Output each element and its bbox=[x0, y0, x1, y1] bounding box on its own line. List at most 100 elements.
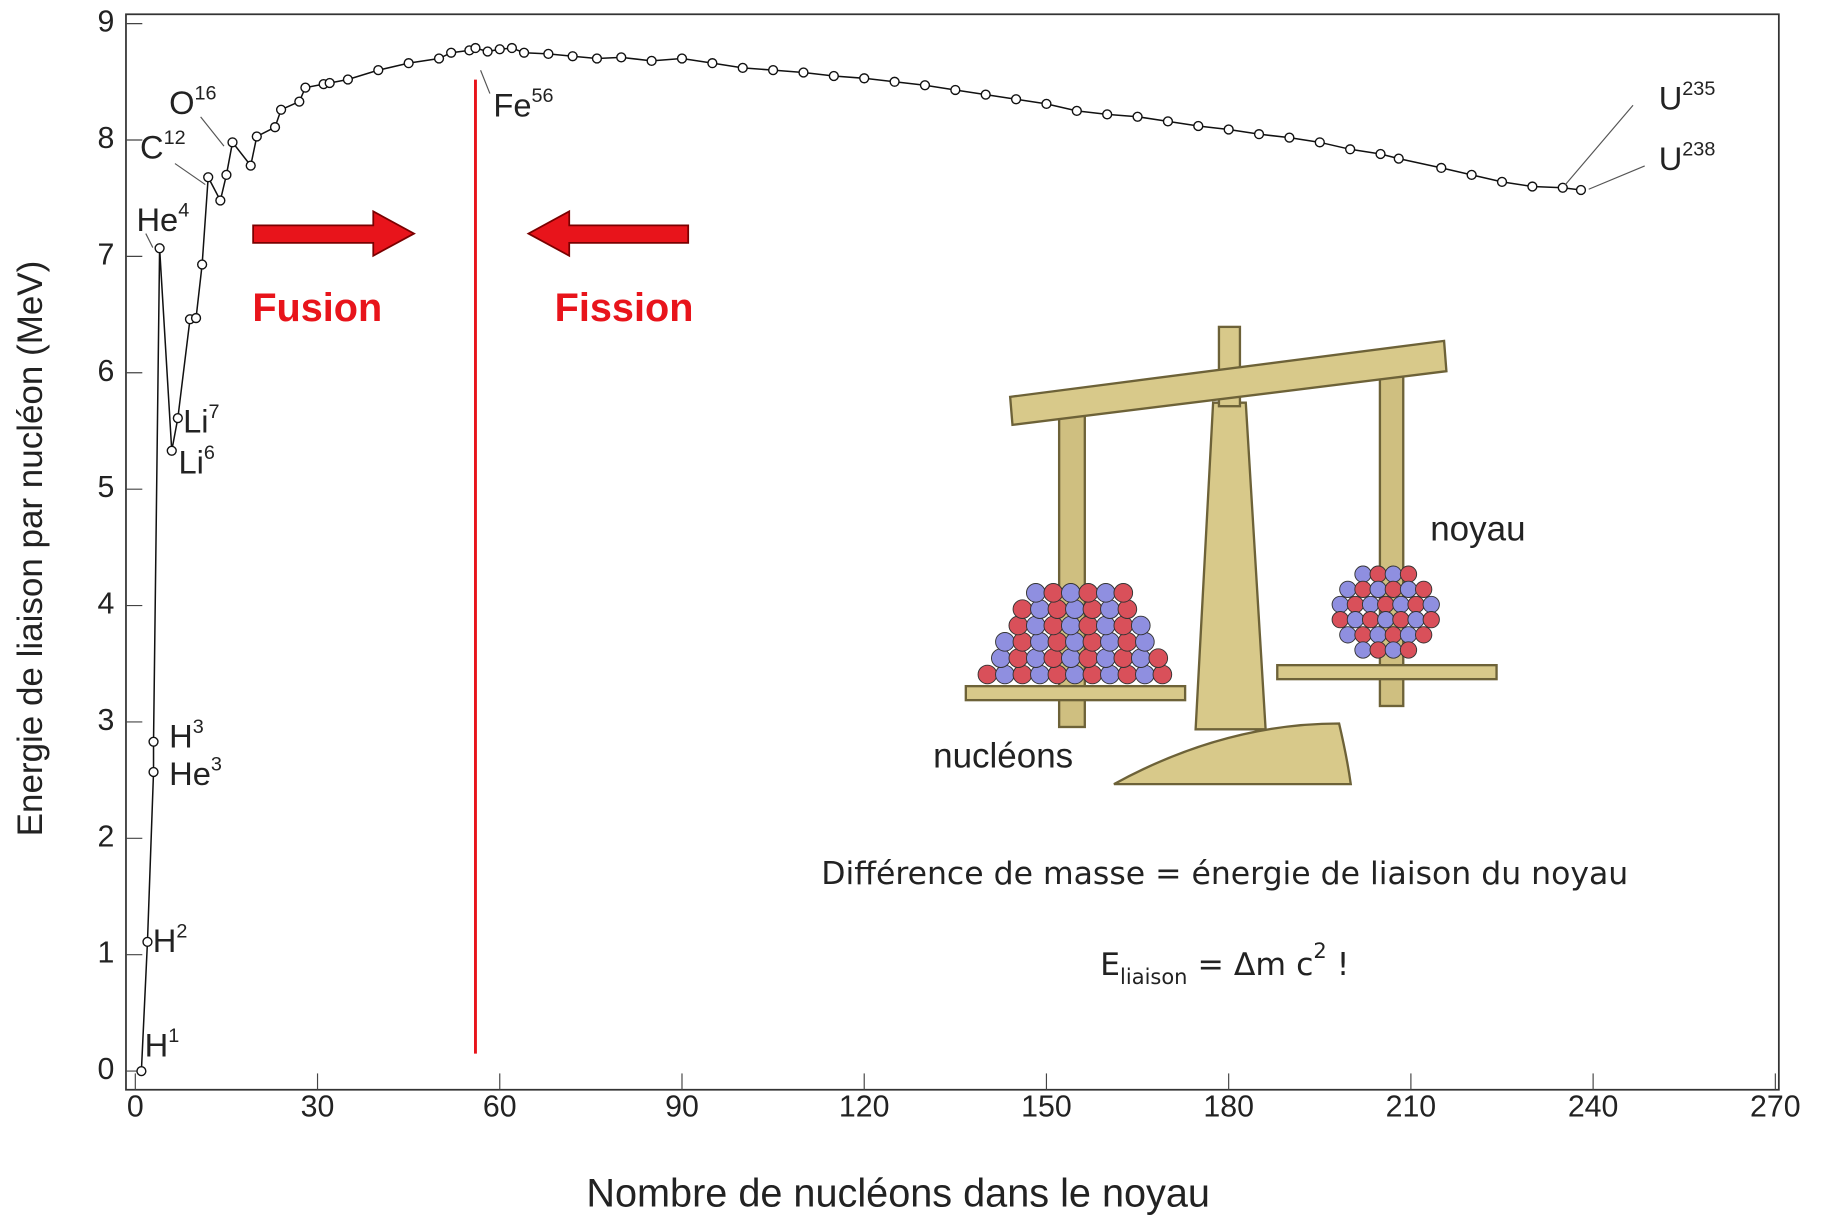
nucleon-ball bbox=[1031, 632, 1050, 651]
nucleon-ball bbox=[1048, 600, 1067, 619]
nucleus-ball bbox=[1385, 581, 1401, 597]
data-point bbox=[1133, 112, 1142, 121]
nuclide-mass: 1 bbox=[168, 1025, 179, 1047]
nucleon-ball bbox=[1009, 649, 1028, 668]
data-point bbox=[951, 86, 960, 95]
y-tick-label: 7 bbox=[97, 238, 114, 271]
nuclide-symbol: He bbox=[169, 755, 211, 792]
data-point bbox=[1315, 138, 1324, 147]
nuclide-mass: 3 bbox=[193, 716, 204, 738]
data-point bbox=[149, 737, 158, 746]
nucleon-ball bbox=[1079, 649, 1098, 668]
nucleus-ball bbox=[1362, 596, 1378, 612]
nucleus-ball bbox=[1332, 612, 1348, 628]
x-tick-label: 120 bbox=[839, 1090, 890, 1123]
plot-frame bbox=[126, 14, 1779, 1089]
formula-end: ! bbox=[1327, 947, 1350, 983]
nucleus-ball bbox=[1378, 612, 1394, 628]
nucleon-ball bbox=[1114, 616, 1133, 635]
nucleus-ball bbox=[1423, 612, 1439, 628]
data-point bbox=[1394, 154, 1403, 163]
data-point bbox=[155, 244, 164, 253]
nucleus-ball bbox=[1408, 612, 1424, 628]
nucleus-ball bbox=[1340, 627, 1356, 643]
nucleon-ball bbox=[1026, 584, 1045, 603]
nuclide-mass: 4 bbox=[178, 200, 189, 222]
data-point bbox=[860, 74, 869, 83]
nuclide-mass: 12 bbox=[164, 127, 186, 149]
formula-subscript: liaison bbox=[1120, 965, 1187, 989]
y-tick-label: 9 bbox=[97, 6, 114, 39]
data-point bbox=[1224, 125, 1233, 134]
nucleon-ball bbox=[1066, 632, 1085, 651]
nucleon-ball bbox=[1013, 600, 1032, 619]
nuclide-mass: 7 bbox=[209, 401, 220, 423]
data-point bbox=[1072, 106, 1081, 115]
data-point bbox=[769, 66, 778, 75]
x-tick-label: 150 bbox=[1021, 1090, 1072, 1123]
data-point bbox=[216, 196, 225, 205]
x-tick-label: 240 bbox=[1568, 1090, 1619, 1123]
nucleus-label: noyau bbox=[1430, 509, 1525, 548]
nucleon-ball bbox=[1031, 665, 1050, 684]
nuclide-symbol: U bbox=[1659, 140, 1683, 177]
data-point bbox=[1376, 150, 1385, 159]
data-point bbox=[890, 77, 899, 86]
data-point bbox=[507, 44, 516, 53]
nuclide-symbol: H bbox=[169, 717, 193, 754]
nucleon-ball bbox=[1114, 584, 1133, 603]
y-tick-label: 3 bbox=[97, 704, 114, 737]
nucleus-ball bbox=[1370, 566, 1386, 582]
nucleon-ball bbox=[1101, 632, 1120, 651]
nucleus-ball bbox=[1393, 612, 1409, 628]
nucleon-ball bbox=[991, 649, 1010, 668]
nucleus-ball bbox=[1378, 596, 1394, 612]
nuclide-symbol: Li bbox=[183, 402, 208, 439]
page: {"chart_data": { "type": "line", "xlabel… bbox=[0, 0, 1829, 1223]
nucleon-ball bbox=[1048, 632, 1067, 651]
x-tick-label: 90 bbox=[665, 1090, 699, 1123]
nucleon-ball bbox=[1131, 649, 1150, 668]
data-point bbox=[593, 54, 602, 63]
data-point bbox=[325, 79, 334, 88]
nucleus-ball bbox=[1370, 642, 1386, 658]
data-point bbox=[271, 123, 280, 132]
nucleon-ball bbox=[1044, 649, 1063, 668]
data-point bbox=[544, 49, 553, 58]
nucleon-ball bbox=[1153, 665, 1172, 684]
data-point bbox=[1163, 117, 1172, 126]
nucleus-ball bbox=[1340, 581, 1356, 597]
nucleus-ball bbox=[1355, 627, 1371, 643]
nuclide-symbol: H bbox=[145, 1026, 169, 1063]
x-tick-label: 30 bbox=[301, 1090, 335, 1123]
data-point bbox=[1528, 182, 1537, 191]
data-point bbox=[277, 105, 286, 114]
nucleon-ball bbox=[1079, 584, 1098, 603]
nucleon-ball bbox=[1114, 649, 1133, 668]
nucleus-ball bbox=[1415, 581, 1431, 597]
chart: Nombre de nucléons dans le noyau Energie… bbox=[0, 0, 1829, 1223]
data-point bbox=[137, 1067, 146, 1076]
nuclide-symbol: Fe bbox=[493, 86, 531, 123]
data-point bbox=[404, 59, 413, 68]
nucleon-ball bbox=[1131, 616, 1150, 635]
nucleus-ball bbox=[1347, 596, 1363, 612]
nucleon-ball bbox=[1118, 632, 1137, 651]
nucleus-ball bbox=[1400, 642, 1416, 658]
data-point bbox=[1498, 177, 1507, 186]
nucleon-ball bbox=[1083, 600, 1102, 619]
data-point bbox=[1467, 170, 1476, 179]
nucleons-label: nucléons bbox=[933, 737, 1073, 776]
nuclide-mass: 56 bbox=[532, 85, 554, 107]
data-point bbox=[829, 72, 838, 81]
nucleus-ball bbox=[1423, 596, 1439, 612]
y-tick-label: 5 bbox=[97, 471, 114, 504]
nucleon-ball bbox=[1044, 584, 1063, 603]
data-point bbox=[222, 170, 231, 179]
nucleus-ball bbox=[1355, 566, 1371, 582]
x-tick-label: 60 bbox=[483, 1090, 517, 1123]
nuclide-mass: 235 bbox=[1682, 78, 1715, 100]
nucleon-ball bbox=[1096, 649, 1115, 668]
data-point bbox=[167, 446, 176, 455]
fission-label: Fission bbox=[555, 286, 694, 330]
